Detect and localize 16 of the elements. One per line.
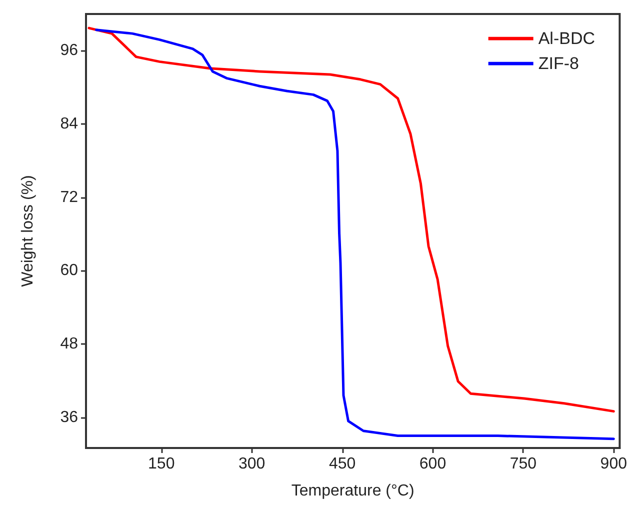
y-axis-title: Weight loss (%) bbox=[20, 175, 36, 287]
y-tick-label: 48 bbox=[60, 336, 78, 353]
y-tick-label: 36 bbox=[60, 408, 78, 426]
y-tick-label: 84 bbox=[60, 116, 78, 133]
legend-label: ZIF-8 bbox=[538, 54, 579, 73]
x-tick-label: 450 bbox=[328, 456, 356, 472]
x-tick-label: 150 bbox=[148, 456, 175, 472]
x-tick-label: 300 bbox=[238, 456, 266, 472]
y-tick-label: 60 bbox=[60, 262, 78, 280]
x-tick-label: 750 bbox=[510, 456, 537, 472]
x-tick-label: 900 bbox=[600, 456, 628, 472]
legend-label: Al-BDC bbox=[538, 29, 595, 48]
x-tick-label: 600 bbox=[419, 456, 446, 472]
y-tick-label: 72 bbox=[60, 188, 78, 206]
y-tick-label: 96 bbox=[60, 42, 78, 60]
x-axis-title: Temperature (°C) bbox=[291, 482, 414, 500]
